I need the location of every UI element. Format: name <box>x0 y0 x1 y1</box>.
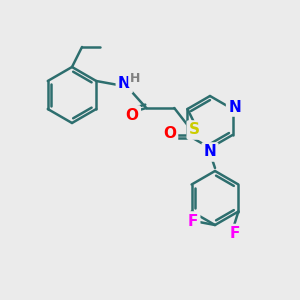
Text: S: S <box>189 122 200 137</box>
Text: F: F <box>188 214 198 229</box>
Text: N: N <box>118 76 130 92</box>
Text: O: O <box>163 127 176 142</box>
Text: F: F <box>229 226 240 241</box>
Text: N: N <box>204 145 216 160</box>
Text: O: O <box>126 107 139 122</box>
Text: N: N <box>228 100 241 115</box>
Text: H: H <box>130 73 140 85</box>
